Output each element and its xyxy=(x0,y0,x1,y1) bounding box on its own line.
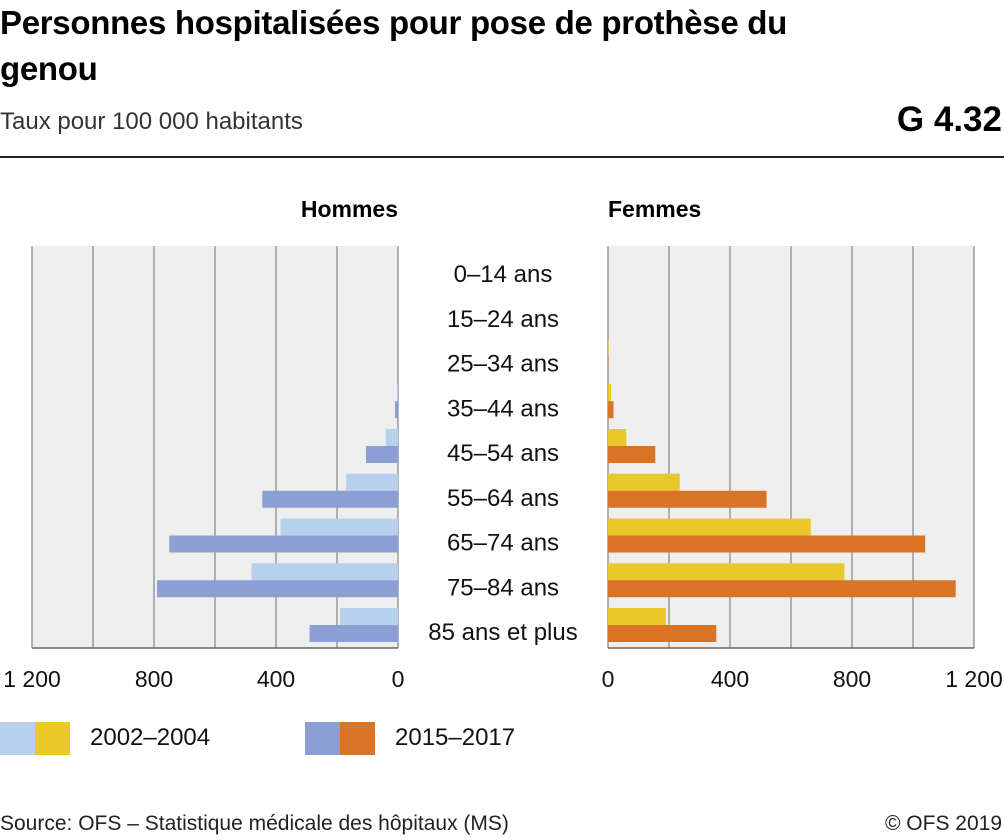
x-tick-label: 400 xyxy=(257,666,295,692)
bar-hommes-2002-2004 xyxy=(340,608,398,625)
panel-title-hommes: Hommes xyxy=(301,196,398,222)
bar-femmes-2002-2004 xyxy=(608,518,811,536)
legend-swatch-femmes-2015-2017 xyxy=(340,722,375,755)
figure-number: G 4.32 xyxy=(896,100,1002,139)
category-label: 15–24 ans xyxy=(447,306,559,333)
category-label: 65–74 ans xyxy=(447,530,559,557)
header-divider xyxy=(0,156,1004,158)
legend: 2002–2004 2015–2017 xyxy=(0,720,600,756)
bar-hommes-2015-2017 xyxy=(394,401,398,419)
bar-hommes-2002-2004 xyxy=(280,518,398,536)
source-note: Source: OFS – Statistique médicale des h… xyxy=(0,812,509,835)
bar-femmes-2015-2017 xyxy=(608,401,614,419)
legend-swatch-femmes-2002-2004 xyxy=(35,722,70,755)
category-label: 45–54 ans xyxy=(447,440,559,467)
pyramid-chart: Hommes 0 400 800 1 200 Femmes 0 400 800 1 200 0–14… xyxy=(3,196,1003,692)
bar-hommes-2015-2017 xyxy=(169,535,398,553)
chart-subtitle: Taux pour 100 000 habitants xyxy=(0,108,303,135)
bar-femmes-2002-2004 xyxy=(608,473,680,491)
bar-femmes-2015-2017 xyxy=(608,490,767,508)
legend-swatch-hommes-2002-2004 xyxy=(0,722,35,755)
bar-femmes-2002-2004 xyxy=(608,339,609,357)
bar-hommes-2002-2004 xyxy=(385,429,398,446)
category-label: 0–14 ans xyxy=(454,261,553,288)
bar-hommes-2015-2017 xyxy=(309,625,398,642)
legend-label: 2002–2004 xyxy=(90,724,211,751)
bar-femmes-2015-2017 xyxy=(608,625,717,642)
copyright: © OFS 2019 xyxy=(884,812,1002,835)
category-label: 35–44 ans xyxy=(447,395,559,422)
bar-femmes-2002-2004 xyxy=(608,384,612,402)
bar-femmes-2015-2017 xyxy=(608,446,656,463)
legend-label: 2015–2017 xyxy=(395,724,516,751)
x-tick-label: 0 xyxy=(602,666,615,692)
bar-hommes-2002-2004 xyxy=(346,473,398,491)
bar-hommes-2002-2004 xyxy=(251,563,398,581)
panel-title-femmes: Femmes xyxy=(608,196,701,222)
x-tick-label: 0 xyxy=(392,666,405,692)
bar-femmes-2015-2017 xyxy=(608,580,956,598)
category-label: 25–34 ans xyxy=(447,351,559,378)
bar-hommes-2015-2017 xyxy=(365,446,398,463)
bar-femmes-2002-2004 xyxy=(608,429,627,446)
bar-femmes-2002-2004 xyxy=(608,563,845,581)
x-tick-label: 800 xyxy=(833,666,871,692)
bar-femmes-2015-2017 xyxy=(608,535,926,553)
bar-hommes-2015-2017 xyxy=(262,490,398,508)
x-tick-label: 400 xyxy=(711,666,749,692)
x-tick-label: 1 200 xyxy=(945,666,1003,692)
legend-swatch-hommes-2015-2017 xyxy=(305,722,340,755)
x-tick-label: 800 xyxy=(135,666,173,692)
category-label: 75–84 ans xyxy=(447,574,559,601)
category-label: 85 ans et plus xyxy=(428,619,577,646)
bar-hommes-2002-2004 xyxy=(397,384,398,402)
chart-title: Personnes hospitalisées pour pose de pro… xyxy=(0,4,787,87)
bar-hommes-2015-2017 xyxy=(157,580,398,598)
x-tick-label: 1 200 xyxy=(3,666,61,692)
category-label: 55–64 ans xyxy=(447,485,559,512)
bar-femmes-2002-2004 xyxy=(608,608,666,625)
